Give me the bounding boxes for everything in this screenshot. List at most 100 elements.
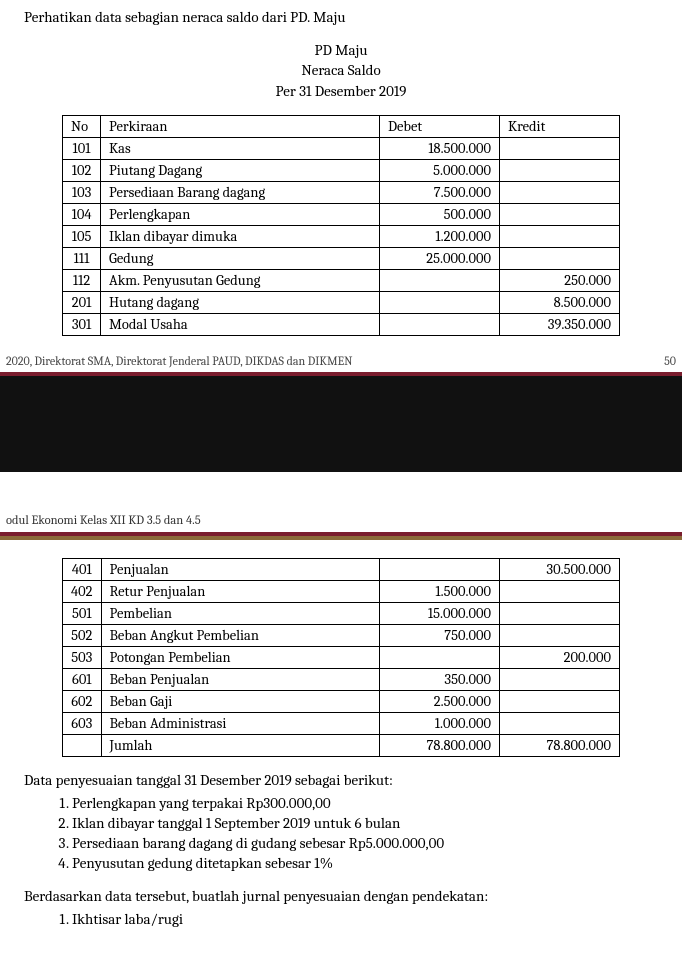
table-row: 602Beban Gaji2.500.000 bbox=[63, 690, 620, 712]
cell-no: 503 bbox=[63, 646, 101, 668]
cell-no: 301 bbox=[63, 313, 101, 335]
cell-perkiraan: Modal Usaha bbox=[101, 313, 380, 335]
cell-no: 112 bbox=[63, 269, 101, 291]
trial-balance-table-2: 401Penjualan30.500.000402Retur Penjualan… bbox=[62, 558, 620, 757]
table-header-row: No Perkiraan Debet Kredit bbox=[63, 115, 620, 137]
cell-debet: 350.000 bbox=[379, 668, 499, 690]
cell-perkiraan: Retur Penjualan bbox=[101, 580, 379, 602]
cell-no: 602 bbox=[63, 690, 101, 712]
cell-debet bbox=[379, 291, 499, 313]
cell-debet: 5.000.000 bbox=[379, 159, 499, 181]
cell-no: 401 bbox=[63, 558, 101, 580]
title-block: PD Maju Neraca Saldo Per 31 Desember 201… bbox=[24, 40, 658, 101]
cell-no: 402 bbox=[63, 580, 101, 602]
cell-debet bbox=[379, 558, 499, 580]
table-row: 501Pembelian15.000.000 bbox=[63, 602, 620, 624]
cell-perkiraan: Piutang Dagang bbox=[101, 159, 380, 181]
table-row: 601Beban Penjualan350.000 bbox=[63, 668, 620, 690]
cell-perkiraan: Perlengkapan bbox=[101, 203, 380, 225]
cell-no: 101 bbox=[63, 137, 101, 159]
table-row: 201Hutang dagang 8.500.000 bbox=[63, 291, 620, 313]
list-item: Ikhtisar laba/rugi bbox=[72, 909, 658, 929]
cell-kredit bbox=[499, 203, 619, 225]
cell-debet bbox=[379, 313, 499, 335]
cell-perkiraan: Jumlah bbox=[101, 734, 379, 756]
cell-no: 601 bbox=[63, 668, 101, 690]
table-row: 102Piutang Dagang5.000.000 bbox=[63, 159, 620, 181]
cell-kredit bbox=[499, 690, 619, 712]
table2-body: 401Penjualan30.500.000402Retur Penjualan… bbox=[63, 558, 620, 756]
cell-debet: 25.000.000 bbox=[379, 247, 499, 269]
cell-kredit bbox=[499, 137, 619, 159]
cell-perkiraan: Kas bbox=[101, 137, 380, 159]
cell-kredit bbox=[499, 624, 619, 646]
cell-debet bbox=[379, 646, 499, 668]
table-row: 502Beban Angkut Pembelian750.000 bbox=[63, 624, 620, 646]
table-row: 105Iklan dibayar dimuka1.200.000 bbox=[63, 225, 620, 247]
cell-no: 501 bbox=[63, 602, 101, 624]
table-row: 101Kas18.500.000 bbox=[63, 137, 620, 159]
approach-list: Ikhtisar laba/rugi bbox=[24, 909, 658, 929]
cell-perkiraan: Beban Penjualan bbox=[101, 668, 379, 690]
cell-kredit: 39.350.000 bbox=[499, 313, 619, 335]
cell-perkiraan: Beban Gaji bbox=[101, 690, 379, 712]
cell-no: 111 bbox=[63, 247, 101, 269]
adjustments-list: Perlengkapan yang terpakai Rp300.000,00I… bbox=[24, 793, 658, 873]
trial-balance-table-1: No Perkiraan Debet Kredit 101Kas18.500.0… bbox=[62, 115, 620, 336]
cell-perkiraan: Potongan Pembelian bbox=[101, 646, 379, 668]
table-row: 402Retur Penjualan1.500.000 bbox=[63, 580, 620, 602]
page-footer-row: 2020, Direktorat SMA, Direktorat Jendera… bbox=[0, 350, 682, 370]
cell-kredit bbox=[499, 580, 619, 602]
cell-kredit: 30.500.000 bbox=[499, 558, 619, 580]
table-row: 401Penjualan 30.500.000 bbox=[63, 558, 620, 580]
report-label: Neraca Saldo bbox=[24, 60, 658, 80]
cell-debet: 2.500.000 bbox=[379, 690, 499, 712]
table-row: 111Gedung25.000.000 bbox=[63, 247, 620, 269]
cell-perkiraan: Penjualan bbox=[101, 558, 379, 580]
col-debet-header: Debet bbox=[379, 115, 499, 137]
table-row: 603Beban Administrasi1.000.000 bbox=[63, 712, 620, 734]
col-no-header: No bbox=[63, 115, 101, 137]
col-kredit-header: Kredit bbox=[499, 115, 619, 137]
table-row: 503Potongan Pembelian200.000 bbox=[63, 646, 620, 668]
cell-debet: 15.000.000 bbox=[379, 602, 499, 624]
cell-debet: 1.200.000 bbox=[379, 225, 499, 247]
cell-debet: 7.500.000 bbox=[379, 181, 499, 203]
copyright-text: 2020, Direktorat SMA, Direktorat Jendera… bbox=[6, 354, 352, 368]
cell-kredit: 78.800.000 bbox=[499, 734, 619, 756]
cell-perkiraan: Iklan dibayar dimuka bbox=[101, 225, 380, 247]
cell-debet: 750.000 bbox=[379, 624, 499, 646]
cell-kredit bbox=[499, 225, 619, 247]
table1-body: 101Kas18.500.000102Piutang Dagang5.000.0… bbox=[63, 137, 620, 335]
cell-debet: 78.800.000 bbox=[379, 734, 499, 756]
cell-kredit bbox=[499, 712, 619, 734]
cell-no: 201 bbox=[63, 291, 101, 313]
cell-no: 104 bbox=[63, 203, 101, 225]
cell-debet: 1.000.000 bbox=[379, 712, 499, 734]
cell-debet bbox=[379, 269, 499, 291]
cell-kredit: 8.500.000 bbox=[499, 291, 619, 313]
cell-no: 105 bbox=[63, 225, 101, 247]
cell-perkiraan: Akm. Penyusutan Gedung bbox=[101, 269, 380, 291]
cell-kredit bbox=[499, 247, 619, 269]
double-accent-bar bbox=[0, 532, 682, 540]
adjustments-intro: Data penyesuaian tanggal 31 Desember 201… bbox=[24, 771, 658, 789]
list-item: Penyusutan gedung ditetapkan sebesar 1% bbox=[72, 853, 658, 873]
col-perk-header: Perkiraan bbox=[101, 115, 380, 137]
table-row: 103Persediaan Barang dagang7.500.000 bbox=[63, 181, 620, 203]
cell-no: 103 bbox=[63, 181, 101, 203]
cell-perkiraan: Beban Angkut Pembelian bbox=[101, 624, 379, 646]
module-header-text: odul Ekonomi Kelas XII KD 3.5 dan 4.5 bbox=[0, 508, 682, 532]
table-row: 301Modal Usaha 39.350.000 bbox=[63, 313, 620, 335]
page-break-band bbox=[0, 376, 682, 472]
list-item: Iklan dibayar tanggal 1 September 2019 u… bbox=[72, 813, 658, 833]
table-row: Jumlah78.800.00078.800.000 bbox=[63, 734, 620, 756]
cell-no: 603 bbox=[63, 712, 101, 734]
table-row: 112Akm. Penyusutan Gedung250.000 bbox=[63, 269, 620, 291]
cell-kredit bbox=[499, 602, 619, 624]
cell-perkiraan: Persediaan Barang dagang bbox=[101, 181, 380, 203]
company-name: PD Maju bbox=[24, 40, 658, 60]
table-row: 104Perlengkapan500.000 bbox=[63, 203, 620, 225]
cell-no: 502 bbox=[63, 624, 101, 646]
cell-perkiraan: Hutang dagang bbox=[101, 291, 380, 313]
